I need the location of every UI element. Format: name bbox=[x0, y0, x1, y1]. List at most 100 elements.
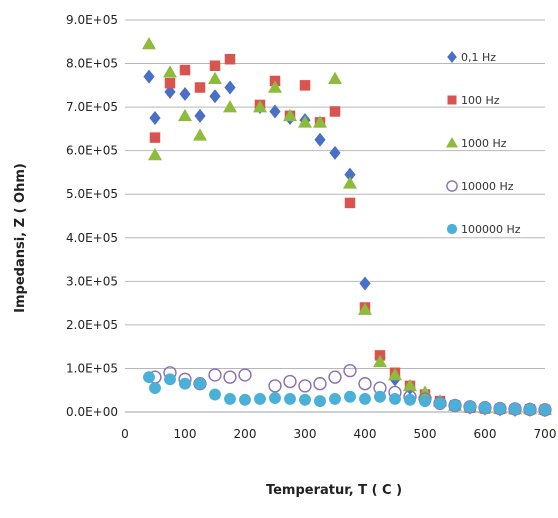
data-point bbox=[194, 82, 206, 93]
data-point bbox=[163, 65, 177, 78]
data-point bbox=[143, 371, 155, 384]
data-point bbox=[328, 370, 342, 384]
data-point bbox=[524, 403, 536, 416]
y-axis-title: Impedansi, Z ( Ohm) bbox=[13, 163, 28, 313]
legend-marker bbox=[447, 51, 457, 63]
data-point bbox=[299, 393, 311, 406]
data-point bbox=[284, 392, 296, 405]
data-point bbox=[179, 64, 191, 76]
data-point bbox=[298, 115, 312, 128]
data-point bbox=[238, 368, 252, 382]
data-point bbox=[224, 80, 236, 95]
data-point bbox=[164, 77, 176, 89]
legend-item: 10000 Hz bbox=[446, 180, 514, 193]
data-point bbox=[404, 393, 416, 406]
data-point bbox=[149, 111, 161, 125]
data-point bbox=[494, 402, 506, 415]
x-tick-label: 500 bbox=[414, 427, 437, 441]
legend-marker bbox=[446, 223, 458, 235]
data-point bbox=[223, 370, 237, 384]
legend-label: 0,1 Hz bbox=[461, 51, 496, 64]
data-point bbox=[143, 69, 155, 84]
data-point bbox=[359, 276, 371, 291]
data-point bbox=[239, 393, 251, 406]
data-point bbox=[149, 132, 161, 143]
y-tick-label: 5.0E+05 bbox=[66, 187, 118, 201]
data-point bbox=[343, 363, 357, 378]
y-tick-label: 6.0E+05 bbox=[66, 144, 118, 158]
data-point bbox=[329, 392, 341, 405]
data-point bbox=[464, 400, 476, 413]
data-point bbox=[343, 176, 357, 189]
x-tick-label: 600 bbox=[474, 427, 497, 441]
data-point bbox=[374, 390, 386, 403]
data-point bbox=[269, 104, 281, 119]
data-point bbox=[419, 395, 431, 408]
y-tick-label: 4.0E+05 bbox=[66, 231, 118, 245]
data-point bbox=[193, 128, 207, 141]
data-point bbox=[269, 392, 281, 405]
data-point bbox=[314, 132, 326, 147]
data-point bbox=[539, 403, 551, 416]
data-point bbox=[179, 377, 191, 390]
data-point bbox=[209, 60, 221, 71]
data-point bbox=[344, 197, 356, 209]
y-tick-label: 1.0E+05 bbox=[66, 361, 118, 375]
data-point bbox=[179, 87, 191, 102]
data-point bbox=[344, 167, 356, 182]
legend-item: 100 Hz bbox=[447, 94, 500, 107]
data-point bbox=[142, 36, 156, 50]
legend-label: 100000 Hz bbox=[461, 223, 521, 236]
legend-label: 100 Hz bbox=[461, 94, 500, 107]
data-point bbox=[313, 377, 327, 391]
data-point bbox=[359, 392, 371, 405]
data-point bbox=[209, 89, 221, 104]
data-point bbox=[148, 148, 162, 161]
data-point bbox=[389, 392, 401, 405]
data-point bbox=[283, 108, 297, 122]
legend-marker bbox=[447, 95, 457, 105]
y-tick-label: 7.0E+05 bbox=[66, 100, 118, 114]
x-tick-label: 700 bbox=[534, 427, 557, 441]
legend-item: 100000 Hz bbox=[446, 223, 521, 236]
x-tick-label: 400 bbox=[354, 427, 377, 441]
data-point bbox=[373, 354, 387, 368]
legend-label: 1000 Hz bbox=[461, 137, 507, 150]
legend-item: 1000 Hz bbox=[446, 137, 507, 150]
data-point bbox=[358, 377, 372, 391]
legend-item: 0,1 Hz bbox=[447, 51, 496, 64]
data-point bbox=[164, 373, 176, 386]
data-point bbox=[268, 80, 282, 93]
data-point bbox=[208, 368, 222, 382]
x-tick-labels: 0 100 200 300 400 500 600 700 bbox=[121, 427, 556, 441]
y-tick-label: 9.0E+05 bbox=[66, 13, 118, 27]
data-point bbox=[283, 374, 297, 389]
data-point bbox=[194, 108, 206, 123]
data-point bbox=[358, 302, 372, 315]
legend-label: 10000 Hz bbox=[461, 180, 514, 193]
x-axis-title: Temperatur, T ( C ) bbox=[266, 483, 402, 498]
legend-marker bbox=[446, 180, 458, 192]
y-tick-label: 8.0E+05 bbox=[66, 57, 118, 71]
data-point bbox=[149, 382, 161, 394]
data-point bbox=[254, 392, 266, 405]
data-point bbox=[224, 53, 236, 65]
x-tick-label: 200 bbox=[234, 427, 257, 441]
data-point bbox=[178, 108, 192, 122]
data-point bbox=[329, 145, 341, 160]
data-point bbox=[268, 379, 282, 393]
data-point bbox=[298, 379, 312, 393]
data-point bbox=[388, 367, 402, 381]
y-tick-labels: 0.0E+00 1.0E+05 2.0E+05 3.0E+05 4.0E+05 5.0E+… bbox=[66, 13, 118, 419]
x-tick-label: 100 bbox=[174, 427, 197, 441]
y-tick-label: 2.0E+05 bbox=[66, 318, 118, 332]
data-point bbox=[223, 100, 237, 113]
data-point bbox=[434, 397, 446, 410]
data-point bbox=[313, 115, 327, 128]
data-point bbox=[449, 399, 461, 412]
x-tick-label: 300 bbox=[294, 427, 317, 441]
series-4 bbox=[143, 371, 551, 416]
data-point bbox=[314, 395, 326, 408]
x-tick-label: 0 bbox=[121, 427, 129, 441]
data-point bbox=[209, 388, 221, 401]
